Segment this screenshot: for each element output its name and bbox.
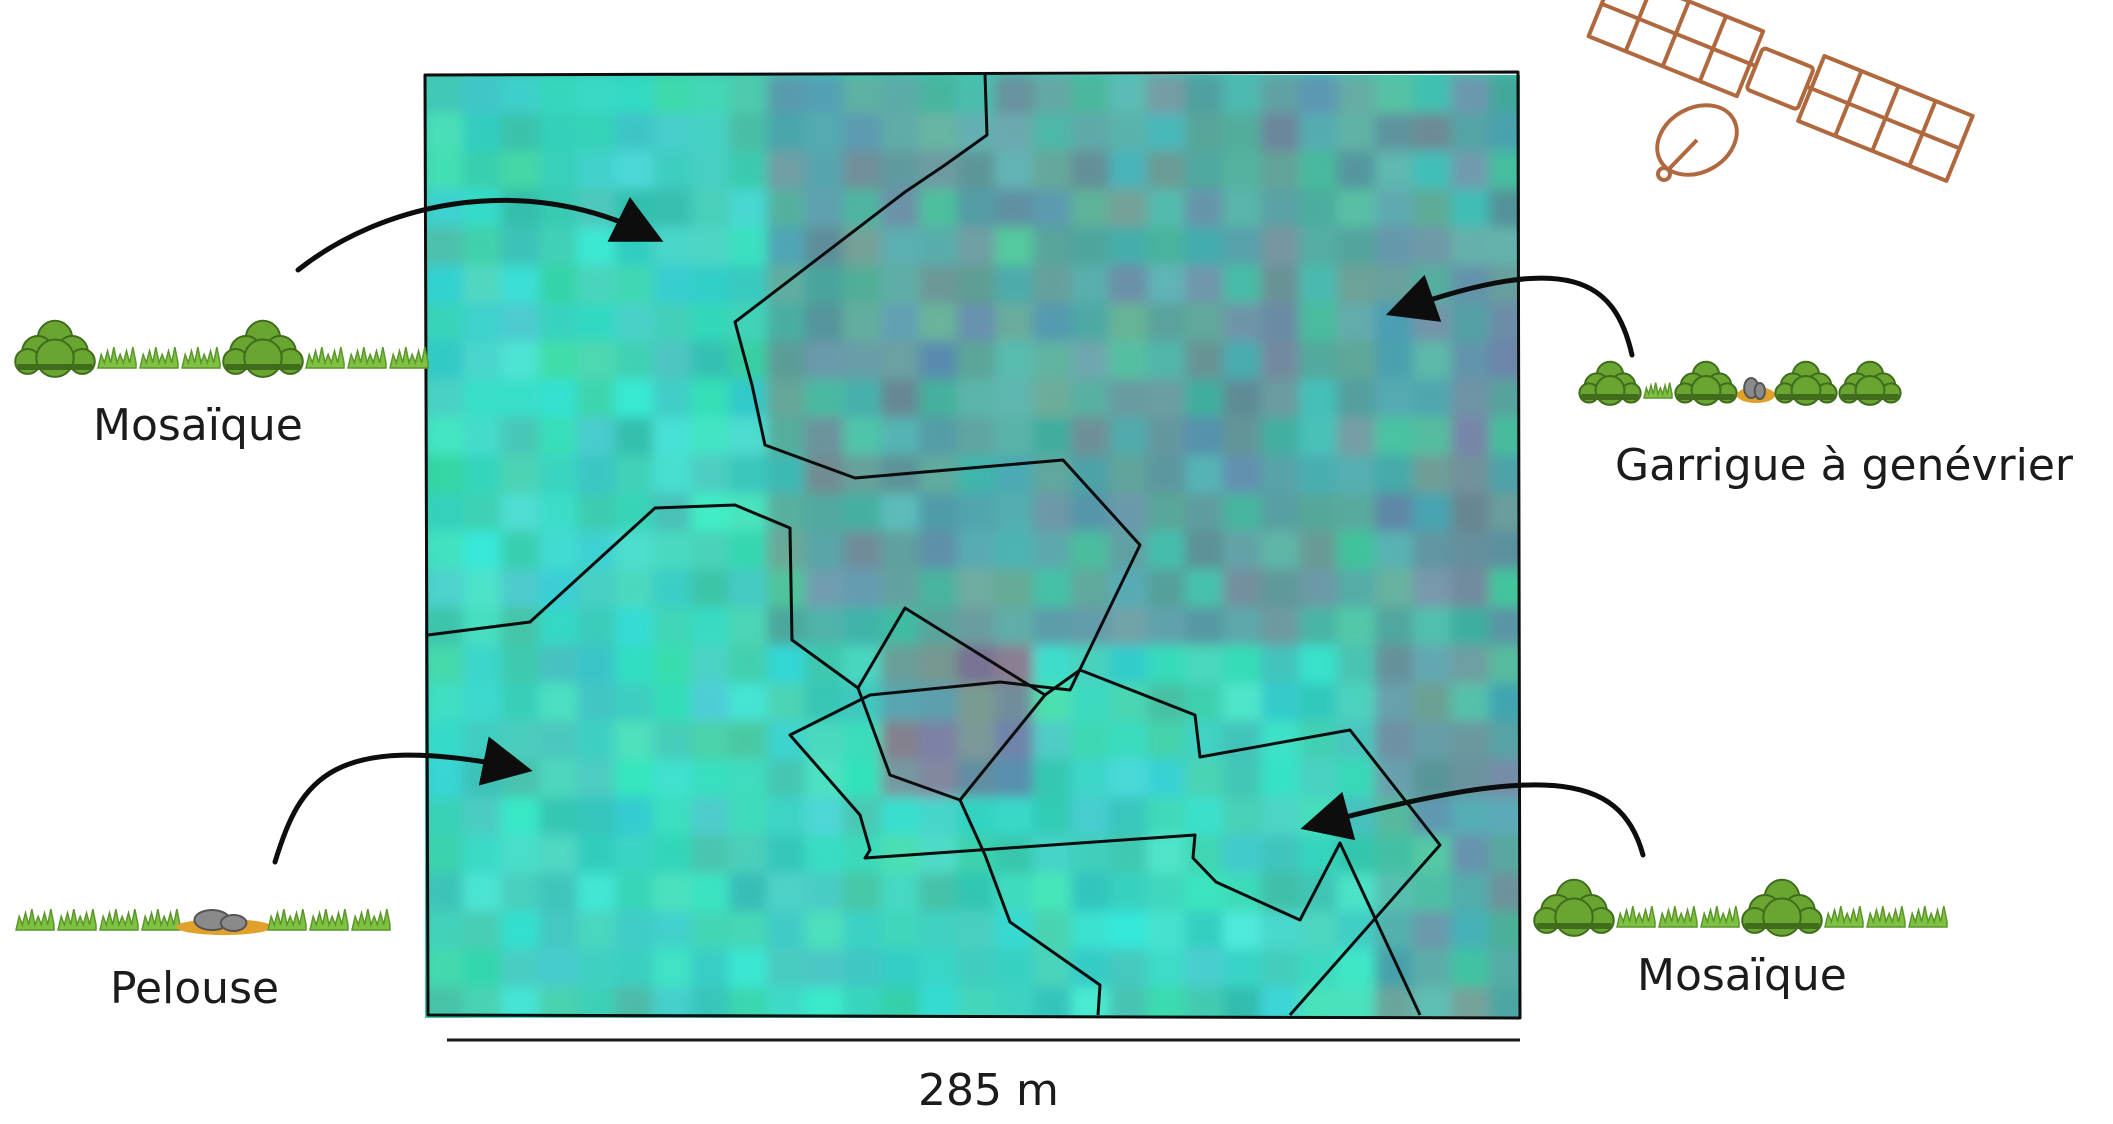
shrub-icon xyxy=(1533,878,1615,937)
shrub-icon xyxy=(1674,360,1738,406)
grass-icon xyxy=(1643,382,1673,399)
label-pelouse: Pelouse xyxy=(110,963,280,1014)
label-mosaique-right: Mosaïque xyxy=(1637,950,1847,1001)
central-patch-boundary xyxy=(856,606,1047,802)
shrub-icon xyxy=(1774,360,1838,406)
label-garrigue: Garrigue à genévrier xyxy=(1615,440,2073,491)
grass-icon xyxy=(57,908,97,931)
pelouse-symbol xyxy=(15,908,391,935)
shrub-icon xyxy=(222,319,304,378)
grass-icon xyxy=(1866,905,1906,928)
satellite-image xyxy=(425,75,1520,1018)
mosaique-left-symbol xyxy=(14,319,429,378)
grass-icon xyxy=(1700,905,1740,928)
grass-icon xyxy=(389,346,429,369)
grass-icon xyxy=(1658,905,1698,928)
arrow-mosaique-right xyxy=(1300,782,1646,858)
habitat-boundaries xyxy=(423,70,1522,1020)
garrigue-boundary xyxy=(733,73,1422,1016)
shrub-icon xyxy=(1741,878,1823,937)
grass-icon xyxy=(347,346,387,369)
grass-icon xyxy=(181,346,221,369)
grass-icon xyxy=(1908,905,1948,928)
rock-icon xyxy=(1736,377,1776,403)
label-mosaique-left: Mosaïque xyxy=(93,400,303,451)
arrow-garrigue xyxy=(1385,274,1635,358)
shrub-icon xyxy=(1578,360,1642,406)
rock-icon xyxy=(176,909,272,935)
image-frame xyxy=(423,70,1522,1020)
arrow-pelouse xyxy=(272,736,533,865)
mosaique-right-boundary xyxy=(958,668,1442,1016)
grass-icon xyxy=(305,346,345,369)
scale-label: 285 m xyxy=(918,1065,1059,1116)
grass-icon xyxy=(97,346,137,369)
shrub-icon xyxy=(1838,360,1902,406)
grass-icon xyxy=(351,908,391,931)
arrows xyxy=(272,196,1646,865)
satellite-icon xyxy=(1586,0,1975,183)
arrow-mosaique-left xyxy=(295,196,664,273)
shrub-icon xyxy=(14,319,96,378)
grass-icon xyxy=(141,908,181,931)
grass-icon xyxy=(99,908,139,931)
grass-icon xyxy=(15,908,55,931)
mosaique-right-symbol xyxy=(1533,878,1948,937)
pelouse-boundary xyxy=(427,503,859,690)
grass-icon xyxy=(1824,905,1864,928)
grass-icon xyxy=(139,346,179,369)
grass-icon xyxy=(1616,905,1656,928)
grass-icon xyxy=(309,908,349,931)
garrigue-symbol xyxy=(1578,360,1902,406)
grass-icon xyxy=(267,908,307,931)
